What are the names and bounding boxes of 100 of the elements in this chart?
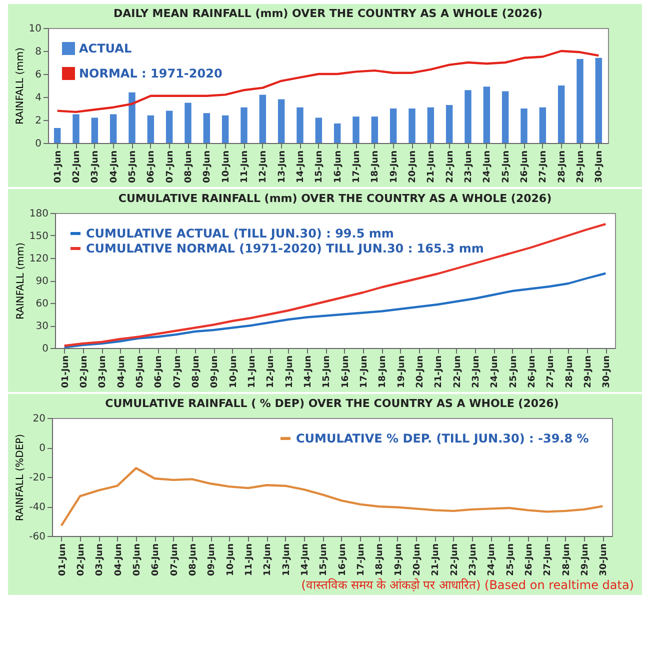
x-tick-label: 01-Jun bbox=[58, 544, 68, 576]
legend-label: CUMULATIVE ACTUAL (TILL JUN.30) : 99.5 mm bbox=[86, 226, 394, 240]
legend-label: CUMULATIVE % DEP. (TILL JUN.30) : -39.8 % bbox=[296, 432, 589, 446]
x-tick-label: 24-Jun bbox=[490, 356, 500, 388]
bar bbox=[315, 118, 322, 143]
bar bbox=[446, 105, 453, 143]
bar bbox=[91, 118, 98, 143]
x-tick-label: 11-Jun bbox=[240, 150, 250, 183]
x-tick-label: 28-Jun bbox=[564, 356, 575, 388]
y-tick-label: 0 bbox=[35, 138, 42, 150]
x-tick-label: 25-Jun bbox=[506, 544, 516, 576]
x-tick-label: 12-Jun bbox=[263, 544, 274, 576]
x-tick-label: 07-Jun bbox=[165, 150, 176, 183]
x-tick-label: 01-Jun bbox=[53, 150, 64, 183]
x-tick-label: 02-Jun bbox=[72, 150, 82, 183]
x-tick-label: 16-Jun bbox=[340, 356, 351, 388]
x-tick-label: 07-Jun bbox=[170, 544, 180, 576]
y-tick-label: 10 bbox=[28, 24, 42, 34]
x-tick-label: 26-Jun bbox=[520, 150, 530, 183]
x-tick-label: 11-Jun bbox=[244, 544, 254, 576]
x-tick-label: 10-Jun bbox=[228, 356, 239, 388]
bar bbox=[595, 58, 602, 143]
x-tick-label: 30-Jun bbox=[599, 544, 610, 576]
x-tick-label: 26-Jun bbox=[528, 356, 538, 388]
bar bbox=[502, 91, 509, 143]
x-tick-label: 19-Jun bbox=[396, 356, 407, 388]
x-tick-label: 15-Jun bbox=[314, 150, 325, 183]
x-tick-label: 13-Jun bbox=[277, 150, 288, 183]
x-tick-label: 25-Jun bbox=[501, 150, 512, 183]
x-tick-label: 22-Jun bbox=[445, 150, 456, 183]
x-tick-label: 09-Jun bbox=[202, 150, 213, 183]
bar bbox=[464, 90, 472, 143]
x-tick-label: 16-Jun bbox=[333, 150, 344, 183]
bar bbox=[72, 114, 80, 143]
y-tick-label: 2 bbox=[35, 116, 42, 126]
bar bbox=[371, 116, 378, 143]
bar bbox=[166, 110, 173, 143]
x-tick-label: 29-Jun bbox=[584, 356, 594, 388]
bar bbox=[576, 59, 584, 143]
bar bbox=[240, 107, 248, 143]
x-tick-label: 17-Jun bbox=[352, 150, 362, 183]
x-tick-label: 10-Jun bbox=[226, 544, 236, 576]
x-tick-label: 16-Jun bbox=[338, 544, 348, 576]
y-tick-label: -40 bbox=[29, 502, 46, 513]
x-tick-label: 14-Jun bbox=[296, 150, 306, 183]
x-tick-label: 18-Jun bbox=[378, 356, 388, 388]
x-tick-label: 08-Jun bbox=[192, 356, 202, 388]
x-tick-label: 28-Jun bbox=[562, 544, 572, 576]
x-tick-label: 14-Jun bbox=[300, 544, 310, 576]
x-tick-label: 01-Jun bbox=[60, 356, 71, 388]
x-tick-label: 23-Jun bbox=[464, 150, 474, 183]
x-tick-label: 07-Jun bbox=[172, 356, 183, 388]
x-tick-label: 29-Jun bbox=[576, 150, 586, 183]
bar bbox=[110, 114, 117, 143]
x-tick-label: 22-Jun bbox=[450, 544, 460, 576]
x-tick-label: 20-Jun bbox=[416, 356, 426, 388]
x-tick-label: 09-Jun bbox=[210, 356, 220, 388]
line-series bbox=[63, 222, 607, 347]
x-tick-label: 17-Jun bbox=[356, 544, 366, 576]
x-tick-label: 17-Jun bbox=[360, 356, 370, 388]
x-tick-label: 21-Jun bbox=[426, 150, 437, 183]
line-series bbox=[60, 467, 604, 527]
bar bbox=[483, 86, 490, 143]
x-tick-label: 03-Jun bbox=[90, 150, 101, 183]
x-tick-label: 24-Jun bbox=[482, 150, 493, 183]
x-tick-label: 04-Jun bbox=[116, 356, 127, 388]
x-tick-label: 04-Jun bbox=[109, 150, 120, 183]
y-tick-label: 6 bbox=[35, 70, 42, 80]
x-tick-label: 02-Jun bbox=[80, 356, 90, 388]
x-tick-label: 30-Jun bbox=[602, 356, 612, 388]
x-tick-label: 25-Jun bbox=[508, 356, 519, 388]
y-tick-label: 180 bbox=[29, 208, 48, 220]
x-tick-label: 21-Jun bbox=[431, 544, 442, 576]
bar bbox=[278, 99, 285, 143]
y-tick-label: 30 bbox=[36, 321, 48, 332]
x-tick-label: 06-Jun bbox=[151, 544, 162, 576]
bar bbox=[520, 108, 528, 143]
x-tick-label: 20-Jun bbox=[412, 544, 422, 576]
y-tick-label: 150 bbox=[29, 231, 48, 242]
bar bbox=[390, 108, 397, 143]
x-tick-label: 13-Jun bbox=[284, 356, 295, 388]
x-tick-label: 08-Jun bbox=[184, 150, 194, 183]
x-tick-label: 18-Jun bbox=[375, 544, 386, 576]
y-axis-title: RAINFALL (%DEP) bbox=[15, 434, 26, 522]
x-tick-label: 21-Jun bbox=[434, 356, 444, 388]
x-tick-label: 12-Jun bbox=[258, 150, 269, 183]
bar bbox=[296, 107, 304, 143]
bar bbox=[408, 108, 416, 143]
y-axis-title: RAINFALL (mm) bbox=[14, 47, 26, 125]
x-tick-label: 15-Jun bbox=[322, 356, 332, 388]
x-tick-label: 24-Jun bbox=[487, 544, 498, 576]
chart-title: CUMULATIVE RAINFALL (mm) OVER THE COUNTRY AS A WHOLE (2026) bbox=[118, 192, 552, 205]
x-tick-label: 11-Jun bbox=[248, 356, 258, 388]
bar bbox=[128, 92, 136, 143]
x-tick-label: 22-Jun bbox=[452, 356, 463, 388]
x-tick-label: 28-Jun bbox=[557, 150, 568, 183]
legend-label: CUMULATIVE NORMAL (1971-2020) TILL JUN.30 : 165.3 mm bbox=[86, 242, 484, 256]
x-tick-label: 30-Jun bbox=[594, 150, 605, 183]
legend-label: NORMAL : 1971-2020 bbox=[79, 66, 222, 80]
x-tick-label: 05-Jun bbox=[128, 150, 138, 183]
